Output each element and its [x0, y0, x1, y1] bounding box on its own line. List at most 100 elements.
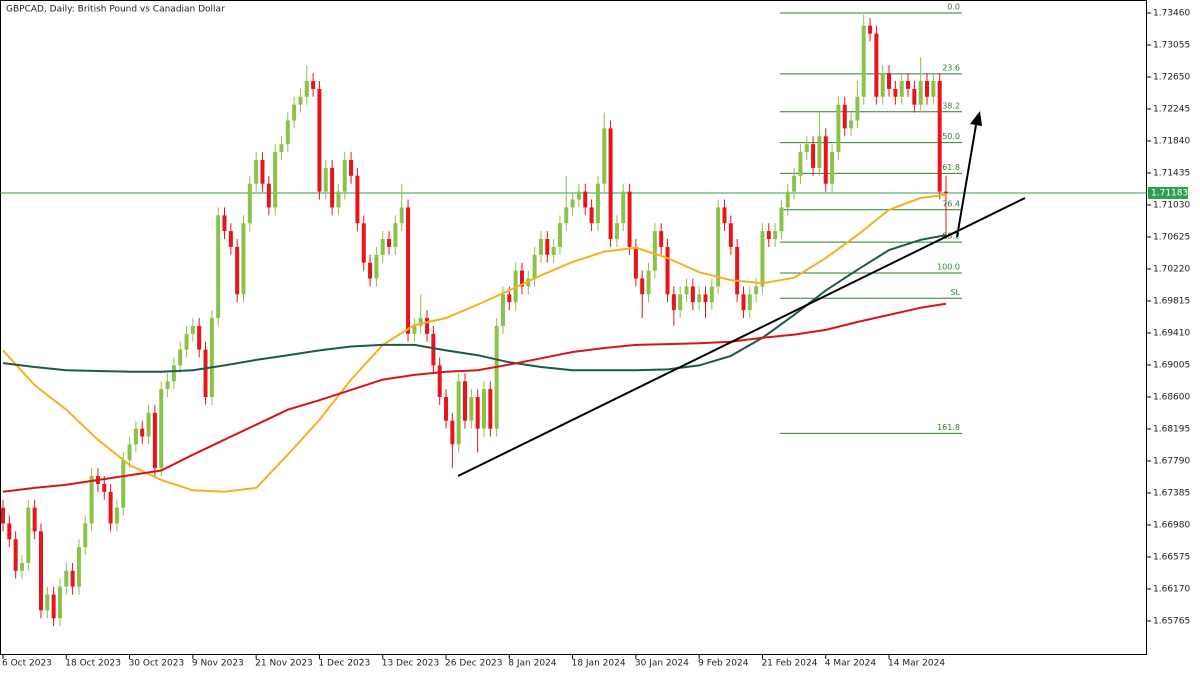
candle-body — [412, 325, 417, 334]
candle-body — [431, 333, 436, 366]
candle-body — [773, 231, 778, 240]
candle-body — [393, 223, 398, 247]
candle-body — [576, 191, 581, 200]
candle-body — [7, 523, 12, 540]
candle-body — [304, 80, 309, 97]
candle-body — [703, 294, 708, 303]
candle-body — [887, 73, 892, 89]
candle-body — [152, 412, 157, 469]
candle-body — [811, 144, 816, 168]
candle-body — [741, 294, 746, 311]
candle-body — [444, 397, 449, 421]
x-tick-label: 14 Mar 2024 — [888, 659, 945, 669]
candle-body — [861, 25, 866, 97]
candle-body — [342, 159, 347, 192]
candle-body — [235, 246, 240, 295]
candle-body — [317, 88, 322, 192]
candle-body — [823, 136, 828, 184]
candle-body — [241, 223, 246, 295]
x-tick-label: 9 Nov 2023 — [192, 659, 244, 669]
candle-body — [754, 286, 759, 295]
candle-body — [868, 25, 873, 34]
candle-body — [387, 239, 392, 247]
candle-body — [1, 507, 5, 524]
candle-body — [203, 349, 208, 398]
candle-body — [494, 325, 499, 429]
candle-body — [140, 428, 145, 437]
candle-body — [89, 476, 94, 524]
y-tick-label: 1.70220 — [1153, 265, 1190, 275]
candle-body — [355, 175, 360, 224]
y-tick-label: 1.73460 — [1153, 9, 1190, 19]
candle-body — [608, 128, 613, 240]
candle-body — [102, 483, 107, 492]
moving-average — [2, 234, 947, 373]
candle-body — [437, 365, 442, 398]
x-tick-label: 30 Oct 2023 — [129, 659, 185, 669]
candle-body — [640, 278, 645, 295]
candle-body — [285, 120, 290, 145]
candle-body — [671, 294, 676, 311]
candle-body — [880, 73, 885, 97]
y-tick-label: 1.69410 — [1153, 329, 1190, 339]
x-tick-label: 9 Feb 2024 — [698, 659, 749, 669]
x-tick-label: 21 Feb 2024 — [761, 659, 817, 669]
candle-body — [463, 381, 468, 421]
candle-body — [481, 389, 486, 429]
candle-body — [918, 80, 923, 105]
y-tick-label: 1.72650 — [1153, 73, 1190, 83]
candle-body — [697, 294, 702, 303]
arrow-head — [970, 111, 982, 126]
moving-average — [2, 302, 947, 493]
y-tick-label: 1.71435 — [1153, 169, 1190, 179]
candle-body — [450, 420, 455, 445]
fib-label: 100.0 — [937, 262, 960, 271]
candle-body — [716, 207, 721, 287]
y-tick-label: 1.72245 — [1153, 105, 1190, 115]
candle-body — [127, 444, 132, 461]
x-tick-label: 1 Dec 2023 — [318, 659, 370, 669]
candle-body — [247, 183, 252, 224]
candle-body — [76, 547, 81, 587]
candle-body — [475, 397, 480, 429]
x-tick-label: 13 Dec 2023 — [382, 659, 440, 669]
candle-body — [380, 239, 385, 255]
candle-body — [45, 594, 50, 611]
x-tick-label: 26 Dec 2023 — [445, 659, 503, 669]
fib-label: SL — [950, 288, 960, 297]
candle-body — [133, 428, 138, 445]
candle-body — [57, 586, 62, 619]
candle-body — [500, 294, 505, 326]
candle-body — [216, 215, 221, 319]
candle-body — [709, 286, 714, 303]
candle-body — [32, 507, 37, 532]
price-tag — [1148, 186, 1188, 199]
plot-frame — [0, 0, 1147, 655]
candle-body — [766, 231, 771, 240]
x-tick-label: 6 Oct 2023 — [2, 659, 52, 669]
candle-body — [330, 167, 335, 208]
candle-body — [633, 246, 638, 279]
candle-body — [595, 183, 600, 224]
candle-body — [406, 207, 411, 334]
candle-body — [747, 294, 752, 311]
candle-body — [83, 523, 88, 548]
candle-body — [51, 594, 56, 619]
candle-body — [171, 365, 176, 382]
y-tick-label: 1.69005 — [1153, 361, 1190, 371]
y-tick-label: 1.68195 — [1153, 425, 1190, 435]
fib-label: 50.0 — [942, 132, 960, 141]
y-tick-label: 1.71030 — [1153, 201, 1190, 211]
x-tick-label: 21 Nov 2023 — [255, 659, 313, 669]
candle-body — [159, 389, 164, 469]
x-tick-label: 18 Oct 2023 — [65, 659, 121, 669]
candle-body — [190, 325, 195, 334]
candle-body — [589, 207, 594, 224]
fib-label: 0.0 — [947, 3, 960, 12]
candle-body — [13, 539, 18, 571]
candle-body — [690, 286, 695, 303]
candle-body — [114, 507, 119, 524]
x-tick-label: 4 Mar 2024 — [825, 659, 877, 669]
fib-label: 61.8 — [942, 163, 960, 172]
